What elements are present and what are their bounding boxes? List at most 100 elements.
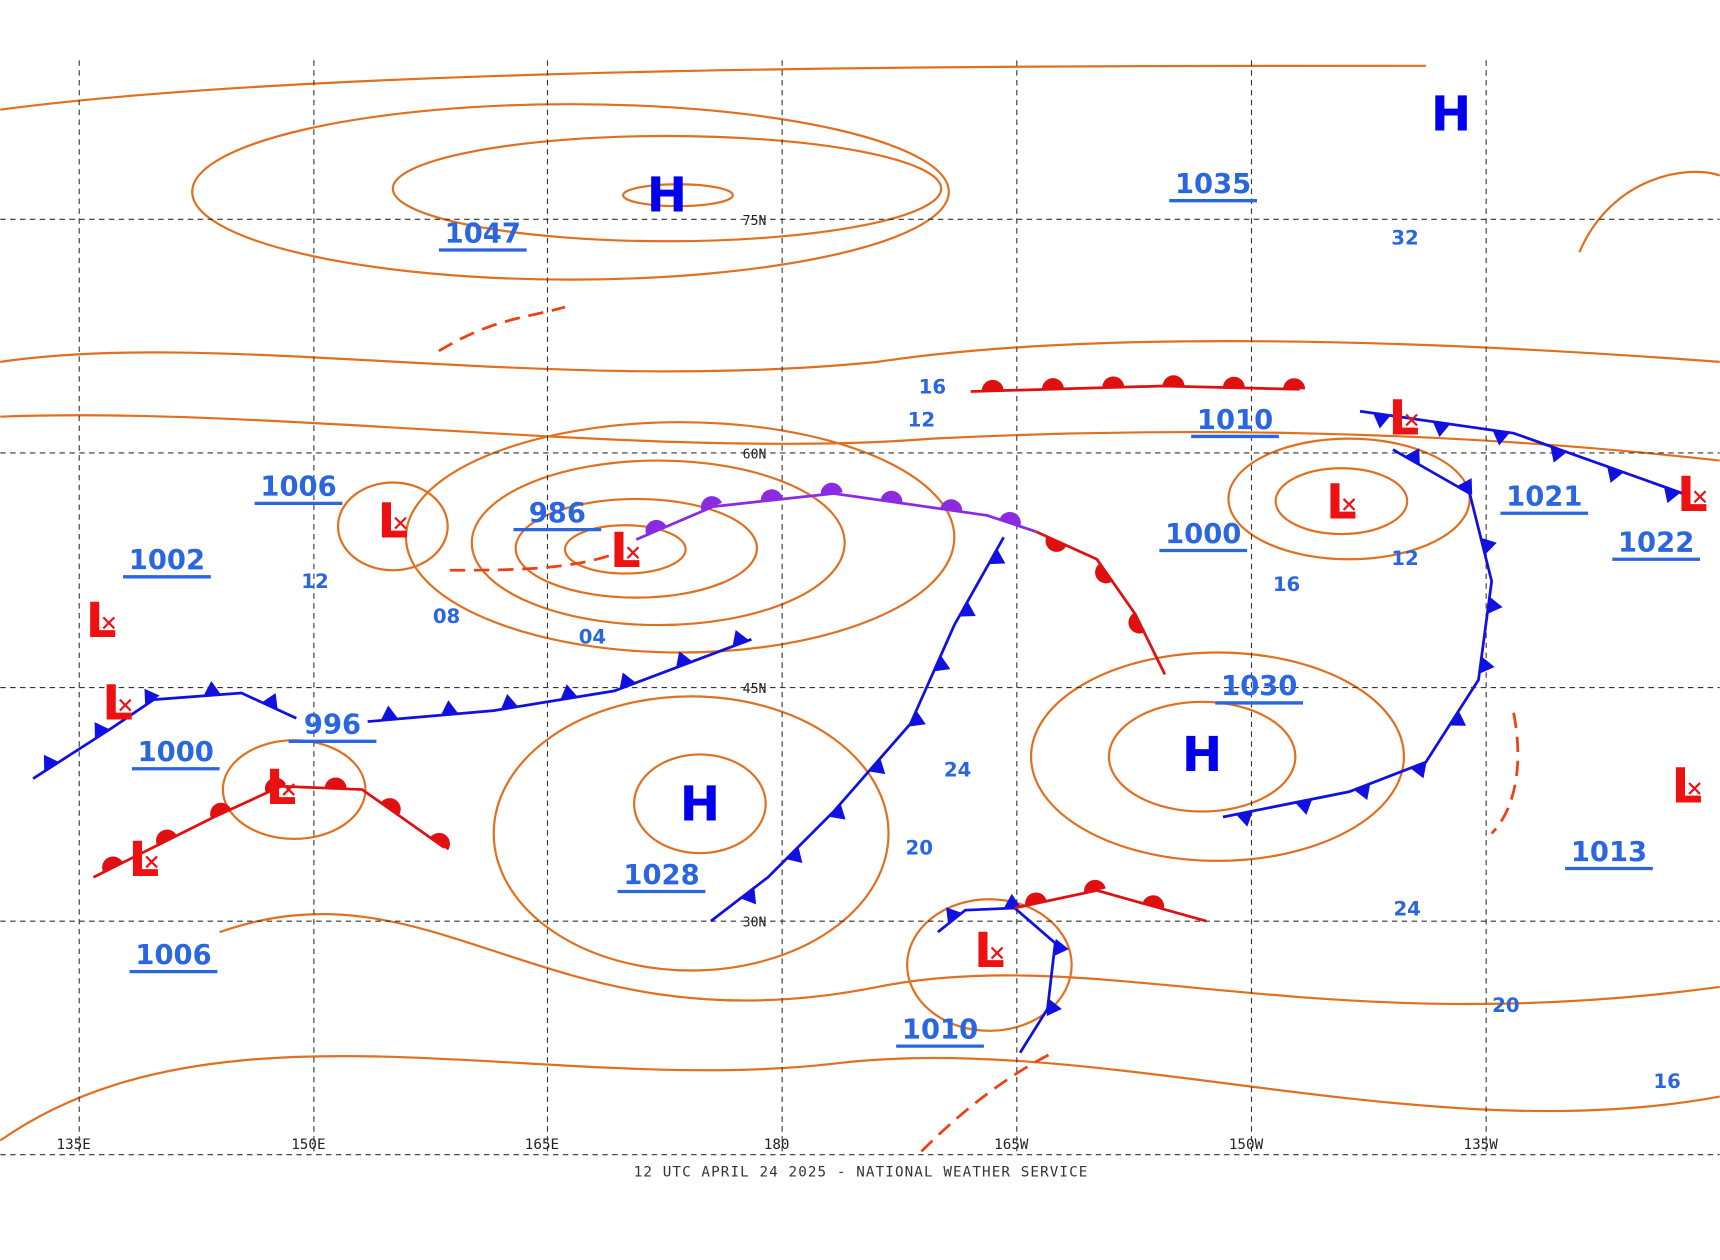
lon-label: 150W [1229, 1137, 1264, 1153]
isobar [0, 1055, 1720, 1142]
trough [438, 305, 1520, 1153]
graticule [0, 60, 1720, 1156]
warm-front-symbol [1222, 376, 1245, 388]
low-marker [102, 616, 116, 630]
warm-front-symbol [940, 499, 963, 512]
central-pressure: 1006 [135, 940, 211, 971]
lat-label: 30N [743, 916, 767, 931]
high-center: H [680, 776, 720, 832]
central-pressure: 1013 [1571, 837, 1647, 868]
cold-front-symbol [1480, 537, 1497, 555]
isobar-label: 08 [433, 605, 460, 628]
front [1035, 530, 1167, 676]
low-marker [119, 698, 132, 712]
isobar [492, 695, 890, 972]
cold-front-symbol [740, 887, 757, 905]
isobar [470, 459, 846, 627]
lon-label: 135W [1464, 1137, 1499, 1153]
footer: 12 UTC APRIL 24 2025 - NATIONAL WEATHER … [634, 1165, 1089, 1181]
warm-front-symbol [1162, 375, 1185, 387]
warm-front-symbol [264, 777, 286, 794]
warm-front-symbol [1283, 378, 1306, 390]
central-pressure: 1047 [445, 218, 521, 249]
cold-front-symbol [732, 630, 749, 647]
cold-front-symbol [261, 693, 278, 710]
isobar-label: 24 [1393, 898, 1420, 921]
lon-label: 165W [994, 1137, 1029, 1153]
isobar [622, 183, 734, 208]
cold-front-symbol [1487, 596, 1503, 614]
isobar [0, 64, 1426, 111]
cold-front-symbol [1404, 448, 1420, 465]
cold-front-symbol [959, 601, 976, 617]
warm-front-symbol [1084, 879, 1106, 894]
warm-front-symbol [380, 798, 401, 816]
warm-front-symbol [981, 379, 1004, 392]
isobar [0, 414, 1720, 462]
isobar [0, 340, 1720, 373]
cold-front-symbol [1479, 656, 1495, 674]
warm-front-symbol [1095, 563, 1113, 584]
isobar [391, 134, 943, 243]
cold-front-symbol [144, 688, 160, 706]
warm-front-symbol [1102, 376, 1125, 388]
isobar-label: 12 [908, 409, 935, 432]
cold-front-symbol [1432, 421, 1451, 437]
low-marker [1405, 413, 1418, 427]
cold-front-symbol [988, 548, 1006, 565]
isobar [633, 753, 767, 855]
cold-front-symbol [1410, 761, 1427, 779]
high-center: H [1431, 86, 1471, 142]
low-marker [1688, 782, 1701, 795]
lon-label: 135E [57, 1137, 91, 1153]
warm-front-symbol [430, 832, 450, 851]
isobar [906, 898, 1073, 1032]
cold-front-symbol [1295, 799, 1313, 815]
cold-front-symbol [1550, 446, 1567, 463]
lon-label: 165E [525, 1137, 559, 1153]
isobar [1578, 170, 1720, 253]
cold-front-symbol [43, 754, 59, 772]
warm-front-symbol [760, 489, 783, 502]
warm-front-symbol [1128, 612, 1145, 634]
lon-label: 150E [291, 1137, 325, 1153]
front [32, 691, 297, 780]
lon-label: 180 [764, 1137, 790, 1153]
cold-front-symbol [203, 681, 222, 696]
warm-front-symbol [1025, 892, 1047, 906]
cold-front-symbol [380, 705, 399, 721]
warm-front-symbol [324, 777, 347, 789]
warm-front-symbol [210, 802, 232, 819]
cold-front-symbol [1235, 810, 1254, 827]
warm-front-symbol [700, 496, 722, 512]
isobar [563, 524, 687, 575]
cold-front-symbol [1003, 893, 1022, 909]
cold-front-symbol [909, 710, 926, 727]
cold-front-symbol [440, 700, 459, 716]
front [710, 536, 1005, 923]
central-pressure: 1000 [1165, 519, 1241, 550]
isobar-label: 16 [1273, 573, 1300, 596]
isobar [1107, 700, 1297, 813]
high-center: H [1182, 727, 1222, 783]
central-pressure: 1010 [902, 1014, 978, 1045]
front [635, 492, 1037, 541]
cold-front-symbol [1046, 998, 1062, 1017]
cold-front-symbol [619, 672, 637, 689]
central-pressure: 1028 [623, 860, 699, 891]
warm-front-symbol [1142, 895, 1165, 910]
cold-front-symbol [829, 803, 846, 820]
cold-front-symbol [94, 722, 110, 739]
cold-front-symbol [560, 684, 578, 700]
warm-front-symbol [102, 856, 123, 873]
central-pressure: 996 [304, 710, 361, 741]
cold-front-symbol [1607, 466, 1624, 483]
warm-front-symbol [645, 519, 667, 536]
central-pressure: 1000 [138, 737, 214, 768]
isobar-label: 12 [301, 570, 328, 593]
warm-front-symbol [1045, 536, 1067, 552]
central-pressure: 1035 [1175, 169, 1251, 200]
isobar [514, 497, 759, 599]
